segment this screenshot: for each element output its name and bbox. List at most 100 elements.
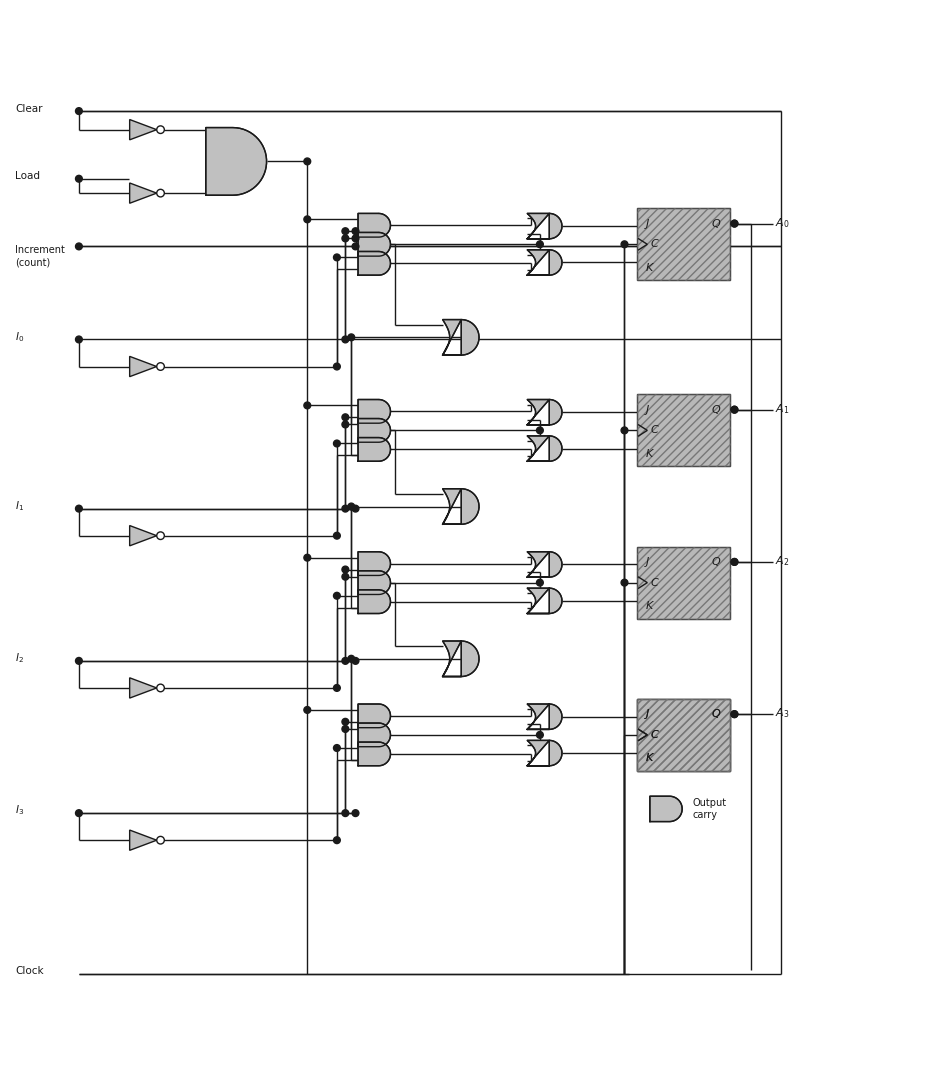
Polygon shape xyxy=(527,552,562,577)
Circle shape xyxy=(333,837,341,844)
Circle shape xyxy=(342,810,349,817)
Circle shape xyxy=(622,241,628,248)
Circle shape xyxy=(156,685,165,692)
Circle shape xyxy=(731,220,738,227)
Text: Q: Q xyxy=(711,709,721,719)
Text: K: K xyxy=(646,601,653,611)
Text: Q: Q xyxy=(711,405,721,414)
Circle shape xyxy=(76,244,82,250)
Polygon shape xyxy=(527,214,562,239)
Polygon shape xyxy=(130,525,156,546)
Polygon shape xyxy=(443,319,479,355)
Circle shape xyxy=(304,402,311,409)
Polygon shape xyxy=(358,214,390,237)
Bar xyxy=(637,547,730,618)
Circle shape xyxy=(348,656,355,662)
Circle shape xyxy=(731,559,738,565)
Polygon shape xyxy=(527,740,562,766)
Text: C: C xyxy=(651,729,658,740)
Text: Increment
(count): Increment (count) xyxy=(16,246,66,268)
Circle shape xyxy=(352,227,358,235)
Circle shape xyxy=(342,336,349,343)
Polygon shape xyxy=(358,723,390,747)
Bar xyxy=(637,698,730,771)
Text: C: C xyxy=(651,578,658,587)
Text: $I_2$: $I_2$ xyxy=(16,651,24,665)
Text: J: J xyxy=(646,709,649,719)
Circle shape xyxy=(536,241,543,248)
Text: J: J xyxy=(646,556,649,567)
Polygon shape xyxy=(358,742,390,766)
Circle shape xyxy=(352,235,358,241)
Polygon shape xyxy=(358,438,390,461)
Circle shape xyxy=(342,574,349,580)
Circle shape xyxy=(156,189,165,197)
Polygon shape xyxy=(443,489,479,524)
Text: $I_3$: $I_3$ xyxy=(16,804,24,817)
Circle shape xyxy=(622,579,628,586)
Circle shape xyxy=(333,363,341,370)
Text: $I_1$: $I_1$ xyxy=(16,499,24,513)
Circle shape xyxy=(731,406,738,413)
Text: K: K xyxy=(646,263,653,272)
Text: Q: Q xyxy=(711,219,721,229)
Polygon shape xyxy=(358,590,390,613)
Bar xyxy=(637,208,730,280)
Circle shape xyxy=(342,421,349,428)
Polygon shape xyxy=(527,399,562,425)
Bar xyxy=(637,394,730,467)
Bar xyxy=(637,208,730,280)
Polygon shape xyxy=(527,250,562,276)
Text: $A_3$: $A_3$ xyxy=(775,706,789,720)
Circle shape xyxy=(352,658,358,664)
Polygon shape xyxy=(130,120,156,140)
Bar xyxy=(637,698,730,771)
Circle shape xyxy=(352,505,358,512)
Circle shape xyxy=(342,227,349,235)
Polygon shape xyxy=(130,183,156,203)
Circle shape xyxy=(333,744,341,752)
Polygon shape xyxy=(206,127,267,195)
Text: $A_1$: $A_1$ xyxy=(775,402,789,415)
Circle shape xyxy=(333,254,341,261)
Circle shape xyxy=(342,235,349,241)
Circle shape xyxy=(76,336,82,343)
Circle shape xyxy=(342,566,349,572)
Text: J: J xyxy=(646,405,649,414)
Text: Q: Q xyxy=(711,709,721,719)
Polygon shape xyxy=(443,641,479,676)
Circle shape xyxy=(76,175,82,183)
Text: $A_2$: $A_2$ xyxy=(775,554,789,568)
Text: C: C xyxy=(651,425,658,436)
Circle shape xyxy=(156,836,165,844)
Bar xyxy=(637,698,730,771)
Circle shape xyxy=(731,220,738,227)
Polygon shape xyxy=(358,419,390,442)
Polygon shape xyxy=(358,399,390,423)
Text: $I_0$: $I_0$ xyxy=(16,330,24,344)
Circle shape xyxy=(304,554,311,561)
Circle shape xyxy=(333,685,341,691)
Text: K: K xyxy=(646,449,653,458)
Circle shape xyxy=(342,505,349,512)
Bar xyxy=(637,394,730,467)
Circle shape xyxy=(304,707,311,713)
Circle shape xyxy=(333,532,341,539)
Circle shape xyxy=(348,503,355,509)
Circle shape xyxy=(731,406,738,413)
Circle shape xyxy=(348,334,355,341)
Polygon shape xyxy=(130,678,156,698)
Polygon shape xyxy=(130,830,156,850)
Circle shape xyxy=(156,532,165,539)
Circle shape xyxy=(76,810,82,817)
Polygon shape xyxy=(358,704,390,727)
Circle shape xyxy=(333,593,341,599)
Text: $A_0$: $A_0$ xyxy=(775,216,790,230)
Circle shape xyxy=(622,427,628,434)
Circle shape xyxy=(76,108,82,114)
Circle shape xyxy=(731,711,738,718)
Circle shape xyxy=(731,559,738,565)
Polygon shape xyxy=(650,797,682,821)
Circle shape xyxy=(536,427,543,434)
Circle shape xyxy=(156,363,165,371)
